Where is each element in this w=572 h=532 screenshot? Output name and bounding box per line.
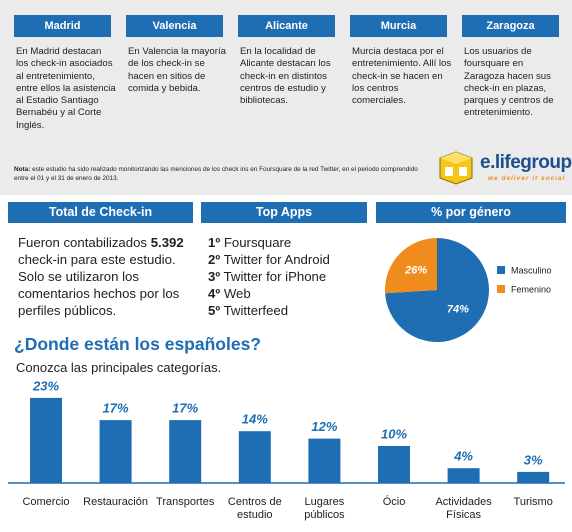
city-header: Murcia xyxy=(350,15,447,37)
bar xyxy=(99,420,132,483)
app-name: Web xyxy=(223,286,251,301)
x-tick-label: Transportes xyxy=(156,496,215,508)
x-tick-label: Ócio xyxy=(382,496,406,508)
x-tick-label: Turismo xyxy=(513,496,553,508)
bar xyxy=(169,420,202,483)
x-tick-label: Restauración xyxy=(83,496,148,508)
logo-icon xyxy=(439,151,473,185)
app-item: 1º Foursquare xyxy=(208,234,330,251)
x-tick-label: Actividades Físicas xyxy=(435,496,492,521)
app-rank: 4º xyxy=(208,286,221,301)
chart-title: ¿Donde están los españoles? xyxy=(14,334,261,354)
app-rank: 3º xyxy=(208,269,221,284)
note: Nota: este estudio ha sido realizado mon… xyxy=(14,165,434,183)
bar-value-label: 12% xyxy=(311,419,337,434)
app-name: Foursquare xyxy=(223,235,292,250)
bar xyxy=(447,468,480,483)
city-header: Zaragoza xyxy=(462,15,559,37)
x-tick-label: Comercio xyxy=(22,496,70,508)
app-item: 3º Twitter for iPhone xyxy=(208,268,330,285)
checkin-number: 5.392 xyxy=(150,235,184,250)
logo: e.lifegroup we deliver it social xyxy=(436,150,572,186)
legend-label: Masculino xyxy=(511,265,552,275)
bar-value-label: 23% xyxy=(32,378,59,393)
city-header: Valencia xyxy=(126,15,223,37)
bar xyxy=(517,471,550,483)
legend-label: Femenino xyxy=(511,284,551,294)
pie-label: 74% xyxy=(447,303,469,315)
pie-slice xyxy=(385,238,489,342)
bar-value-label: 3% xyxy=(524,452,543,467)
app-name: Twitterfeed xyxy=(223,303,289,318)
city-header: Alicante xyxy=(238,15,335,37)
app-item: 4º Web xyxy=(208,285,330,302)
chart-subtitle: Conozca las principales categorías. xyxy=(16,360,222,375)
bar xyxy=(308,438,341,483)
logo-tagline: we deliver it social xyxy=(488,175,566,182)
app-name: Twitter for Android xyxy=(223,252,330,267)
note-label: Nota: xyxy=(14,166,31,173)
city-header: Madrid xyxy=(14,15,111,37)
bar xyxy=(30,397,62,483)
pie-slice xyxy=(385,238,437,294)
x-tick-label: Lugares públicos xyxy=(304,496,345,521)
bar xyxy=(378,446,410,483)
logo-name: e.lifegroup xyxy=(480,152,572,173)
city-text: Murcia destaca por el entretenimiento. A… xyxy=(352,46,452,107)
app-name: Twitter for iPhone xyxy=(223,269,327,284)
city-text: En Valencia la mayoría de los check-in s… xyxy=(128,46,226,94)
bar-value-label: 17% xyxy=(103,401,129,416)
legend-swatch xyxy=(497,285,505,293)
bar-value-label: 10% xyxy=(381,426,407,441)
pie-label: 26% xyxy=(404,264,427,276)
note-text: este estudio ha sido realizado monitoriz… xyxy=(14,166,418,182)
city-text: Los usuarios de foursquare en Zaragoza h… xyxy=(464,46,554,119)
city-text: En la localidad de Alicante destacan los… xyxy=(240,46,331,107)
app-item: 5º Twitterfeed xyxy=(208,302,330,319)
checkin-text: Fueron contabilizados 5.392 check-in par… xyxy=(18,234,198,319)
apps-list: 1º Foursquare 2º Twitter for Android 3º Tw… xyxy=(208,234,330,319)
text: Fueron contabilizados xyxy=(18,235,148,250)
bar xyxy=(238,431,271,483)
section-header: % por género xyxy=(376,202,566,223)
x-tick-label: Centros de estudio xyxy=(227,496,282,521)
bar-value-label: 14% xyxy=(242,412,268,427)
section-header: Top Apps xyxy=(201,202,367,223)
text: check-in para este estudio. Solo se util… xyxy=(18,252,180,318)
bar-value-label: 17% xyxy=(172,401,198,416)
app-rank: 2º xyxy=(208,252,221,267)
app-item: 2º Twitter for Android xyxy=(208,251,330,268)
city-text: En Madrid destacan los check-in asociado… xyxy=(16,46,116,131)
section-header: Total de Check-in xyxy=(8,202,193,223)
legend-swatch xyxy=(497,266,505,274)
app-rank: 1º xyxy=(208,235,221,250)
bar-value-label: 4% xyxy=(453,449,473,464)
app-rank: 5º xyxy=(208,303,221,318)
